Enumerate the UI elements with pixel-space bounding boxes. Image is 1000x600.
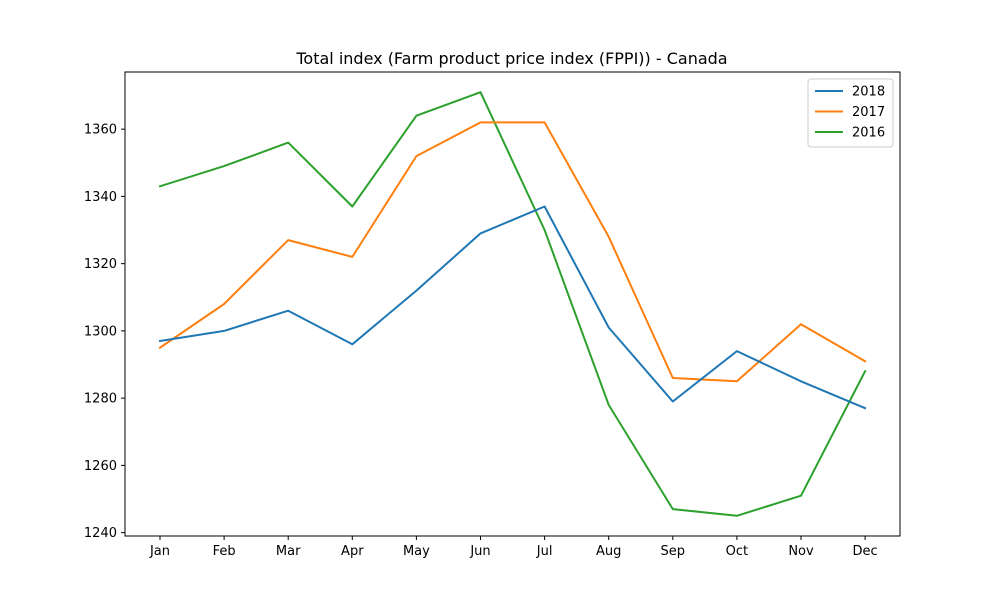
x-tick-label: Mar <box>276 544 301 559</box>
legend-items: 2018 2017 2016 <box>815 85 885 141</box>
legend-label-2018: 2018 <box>852 85 885 100</box>
plot-frame <box>124 71 901 537</box>
y-tick-label: 1240 <box>84 526 117 541</box>
x-tick-label: Feb <box>213 544 236 559</box>
y-tick-label: 1300 <box>84 324 117 339</box>
series-line-2018 <box>158 205 867 410</box>
x-tick-label: Dec <box>853 544 878 559</box>
chart-title: Total index (Farm product price index (F… <box>295 49 727 68</box>
x-tick-label: Jun <box>469 544 490 559</box>
legend: 2018 2017 2016 <box>807 78 894 148</box>
x-tick-label: Jan <box>149 544 170 559</box>
series-lines <box>158 91 867 517</box>
y-axis: 1240 1260 1280 1300 1320 1340 1360 <box>84 123 125 541</box>
legend-box <box>807 78 894 148</box>
x-tick-label: Jul <box>536 544 553 559</box>
legend-label-2016: 2016 <box>852 126 885 141</box>
x-tick-label: Nov <box>788 544 814 559</box>
x-tick-label: Sep <box>661 544 686 559</box>
y-tick-label: 1320 <box>84 257 117 272</box>
series-line-2016 <box>158 91 867 517</box>
x-axis: Jan Feb Mar Apr May Jun Jul Aug Sep Oct Nov Dec <box>149 536 878 559</box>
legend-label-2017: 2017 <box>852 105 885 120</box>
y-tick-label: 1280 <box>84 392 117 407</box>
x-tick-label: Apr <box>341 544 364 559</box>
x-tick-label: May <box>403 544 430 559</box>
y-tick-label: 1360 <box>84 123 117 138</box>
series-line-2017 <box>158 121 867 383</box>
y-tick-label: 1340 <box>84 190 117 205</box>
x-tick-label: Aug <box>596 544 621 559</box>
x-tick-label: Oct <box>726 544 748 559</box>
y-tick-label: 1260 <box>84 459 117 474</box>
